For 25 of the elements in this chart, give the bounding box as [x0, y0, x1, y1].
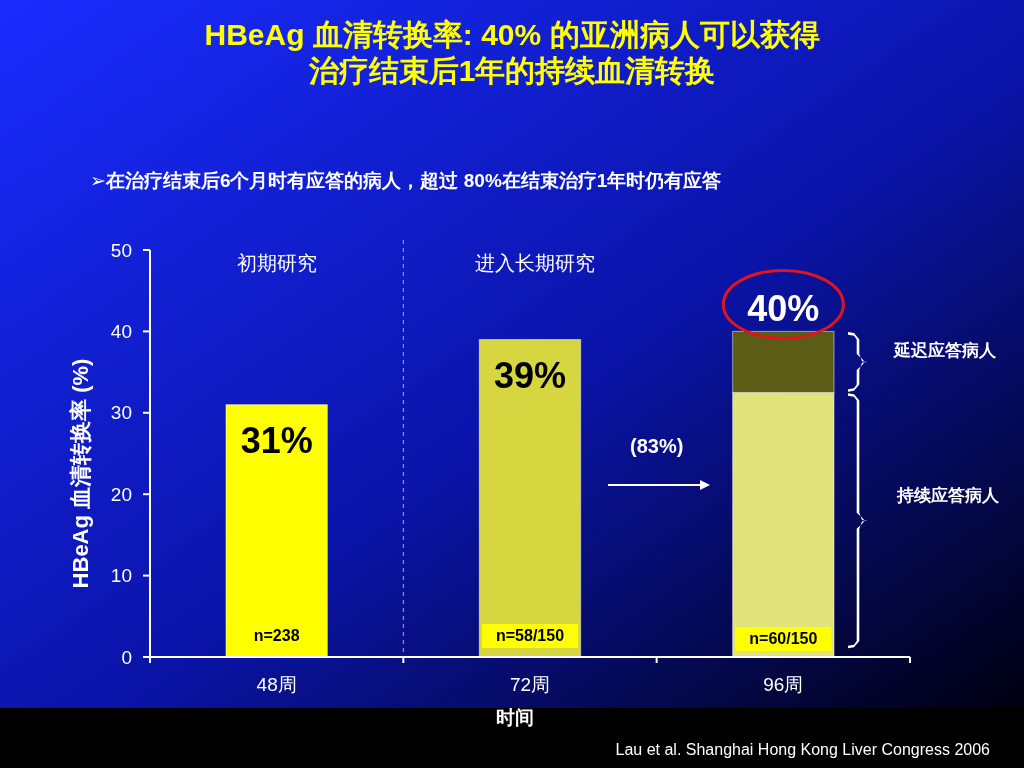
y-tick-label: 0 — [121, 646, 132, 668]
total-label: 40% — [747, 288, 820, 330]
x-axis-title: 时间 — [496, 707, 534, 728]
x-tick-label: 48周 — [256, 674, 297, 695]
y-axis-title: HBeAg 血清转换率 (%) — [68, 358, 93, 589]
chart-title: HBeAg 血清转换率: 40% 的亚洲病人可以获得治疗结束后1年的持续血清转换 — [204, 18, 820, 87]
annotation: (83%) — [629, 435, 684, 457]
x-tick-label: 96周 — [763, 674, 804, 695]
total-label: 39% — [493, 354, 567, 396]
text: Lau et al. Shanghai Hong Kong Liver Congress 2006 — [615, 741, 991, 758]
y-tick-label: 50 — [110, 239, 132, 261]
y-tick-label: 40 — [110, 321, 132, 343]
annotation: 延迟应答病人 — [892, 341, 997, 360]
annotation: n=238 — [253, 627, 300, 644]
total-label: 31% — [240, 419, 313, 461]
chart-subtitle: ➢在治疗结束后6个月时有应答的病人，超过 80%在结束治疗1年时仍有应答 — [90, 170, 722, 191]
y-tick-label: 20 — [110, 483, 132, 505]
y-tick-label: 10 — [110, 565, 132, 587]
annotation: 持续应答病人 — [896, 486, 1000, 505]
annotation: n=60/150 — [749, 630, 818, 647]
x-tick-label: 72周 — [509, 674, 551, 695]
y-tick-label: 30 — [110, 402, 132, 424]
annotation: 初期研究 — [236, 252, 317, 274]
annotation: 进入长期研究 — [475, 252, 595, 274]
annotation: n=58/150 — [495, 627, 565, 644]
